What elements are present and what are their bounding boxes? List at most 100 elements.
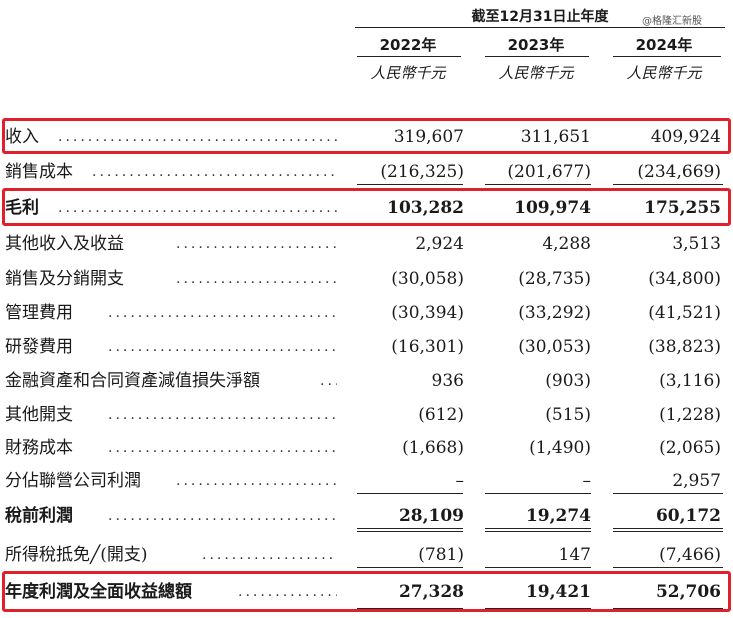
table-row: 分佔聯營公司利潤................................… (0, 466, 733, 496)
cell-2022: (1,668) (402, 438, 464, 458)
cell-2023: – (582, 471, 592, 491)
table-row: 研發費用....................................… (0, 332, 733, 362)
leader-dots: ........................................… (108, 407, 337, 423)
table-row: 財務成本....................................… (0, 433, 733, 463)
cell-2023: 19,274 (525, 506, 591, 526)
double-rule (357, 528, 463, 529)
header-rule (355, 27, 725, 28)
table-row: 所得稅抵免╱(開支)..............................… (0, 540, 733, 570)
highlight-box (2, 188, 731, 226)
row-label: 財務成本 (5, 438, 73, 458)
row-label: 研發費用 (5, 337, 73, 357)
subtotal-rule (613, 567, 723, 568)
cell-2022: (16,301) (391, 337, 464, 357)
table-row: 毛利......................................… (0, 193, 733, 223)
cell-2022: 2,924 (415, 234, 464, 254)
leader-dots: ........................................… (92, 164, 337, 180)
cell-2022: (30,058) (391, 269, 464, 289)
table-row: 銷售成本....................................… (0, 157, 733, 187)
subtotal-rule (485, 493, 591, 494)
cell-2022: – (455, 471, 465, 491)
leader-dots: ........................................… (58, 129, 337, 145)
leader-dots: ........................................… (238, 584, 337, 600)
leader-dots: ........................................… (108, 339, 337, 355)
row-label: 銷售成本 (5, 162, 73, 182)
leader-dots: ........................................… (176, 473, 337, 489)
double-rule (485, 531, 591, 532)
table-row: 稅前利潤....................................… (0, 501, 733, 531)
cell-2022: (30,394) (391, 303, 464, 323)
cell-2024: (2,065) (659, 438, 721, 458)
cell-2023: (903) (545, 371, 591, 391)
cell-2023: (33,292) (518, 303, 591, 323)
subtotal-rule (357, 184, 463, 185)
cell-2023: (1,490) (529, 438, 591, 458)
table-row: 其他收入及收益.................................… (0, 229, 733, 259)
double-rule (613, 608, 723, 609)
cell-2023: 4,288 (542, 234, 591, 254)
cell-2022: (612) (418, 405, 464, 425)
watermark: @格隆汇新股 (642, 16, 702, 27)
double-rule (357, 608, 463, 609)
cell-2024: (1,228) (659, 405, 721, 425)
leader-dots: ........................................… (176, 236, 337, 252)
table-row: 年度利潤及全面收益總額.............................… (0, 577, 733, 607)
cell-2022: 28,109 (398, 506, 464, 526)
year-rule (357, 56, 461, 57)
cell-2022: 319,607 (393, 127, 464, 147)
row-label: 銷售及分銷開支 (5, 269, 124, 289)
cell-2024: (7,466) (659, 545, 721, 565)
table-row: 銷售及分銷開支.................................… (0, 264, 733, 294)
cell-2023: (28,735) (518, 269, 591, 289)
year-rule (613, 56, 721, 57)
subtotal-rule (357, 493, 463, 494)
year-2022: 2022年 (379, 36, 437, 54)
double-rule (613, 528, 723, 529)
year-rule (485, 56, 589, 57)
cell-2023: 19,421 (525, 582, 591, 602)
cell-2024: (38,823) (648, 337, 721, 357)
year-2024: 2024年 (635, 36, 693, 54)
double-rule (485, 608, 591, 609)
leader-dots: ........................................… (202, 547, 337, 563)
cell-2024: 175,255 (644, 198, 721, 218)
subtotal-rule (357, 567, 463, 568)
table-row: 收入......................................… (0, 122, 733, 152)
cell-2024: 52,706 (655, 582, 721, 602)
cell-2023: (515) (545, 405, 591, 425)
leader-dots: ........................................… (58, 200, 337, 216)
leader-dots: ........................................… (320, 373, 337, 389)
cell-2023: 109,974 (514, 198, 591, 218)
cell-2024: 409,924 (650, 127, 721, 147)
table-row: 管理費用....................................… (0, 298, 733, 328)
cell-2022: 103,282 (387, 198, 464, 218)
cell-2022: (216,325) (380, 162, 464, 182)
row-label: 稅前利潤 (5, 506, 73, 526)
highlight-box (2, 571, 731, 612)
leader-dots: ........................................… (108, 440, 337, 456)
cell-2022: 27,328 (398, 582, 464, 602)
cell-2023: 311,651 (520, 127, 591, 147)
double-rule (357, 531, 463, 532)
leader-dots: ........................................… (108, 305, 337, 321)
cell-2024: (34,800) (648, 269, 721, 289)
cell-2024: 3,513 (672, 234, 721, 254)
row-label: 其他開支 (5, 405, 73, 425)
row-label: 年度利潤及全面收益總額 (5, 582, 192, 602)
cell-2023: (201,677) (507, 162, 591, 182)
unit-label: 人民幣千元 (498, 64, 574, 82)
row-label: 管理費用 (5, 303, 73, 323)
leader-dots: ........................................… (108, 508, 337, 524)
cell-2024: (41,521) (648, 303, 721, 323)
cell-2023: (30,053) (518, 337, 591, 357)
year-2023: 2023年 (507, 36, 565, 54)
cell-2022: 936 (431, 371, 464, 391)
highlight-box (2, 118, 731, 154)
leader-dots: ........................................… (176, 271, 337, 287)
row-label: 其他收入及收益 (5, 234, 124, 254)
period-heading: 截至12月31日止年度 (471, 9, 609, 25)
double-rule (485, 528, 591, 529)
cell-2024: 60,172 (655, 506, 721, 526)
table-row: 金融資產和合同資產減值損失淨額.........................… (0, 366, 733, 396)
cell-2024: 2,957 (672, 471, 721, 491)
